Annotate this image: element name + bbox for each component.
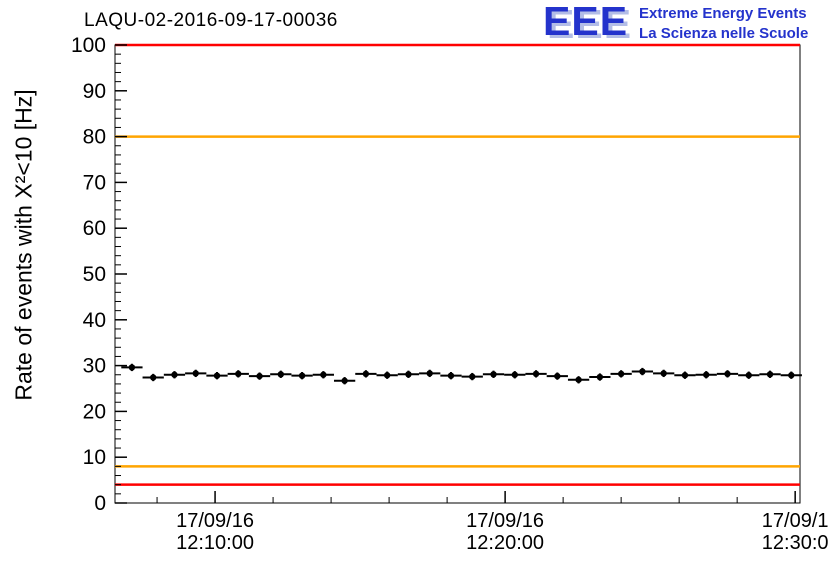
- y-tick-label: 60: [83, 217, 106, 240]
- data-point: [192, 370, 199, 377]
- data-point: [256, 372, 263, 380]
- logo-line1: Extreme Energy Events: [639, 5, 807, 22]
- data-point: [235, 370, 242, 378]
- x-tick-label-time: 12:10:00: [176, 532, 254, 554]
- plot-frame: [114, 44, 801, 504]
- data-point: [617, 370, 625, 378]
- data-point: [660, 370, 667, 377]
- data-point: [554, 372, 561, 380]
- data-point: [532, 370, 540, 378]
- y-tick-label: 80: [83, 126, 106, 149]
- data-point: [383, 372, 391, 379]
- y-tick-label: 40: [83, 309, 106, 332]
- y-tick-label: 0: [94, 492, 106, 515]
- eee-logo-caption: Extreme Energy Events La Scienza nelle S…: [639, 2, 808, 44]
- y-tick-label: 30: [83, 355, 106, 378]
- data-point: [320, 371, 327, 378]
- data-point: [766, 371, 774, 378]
- data-point: [341, 377, 348, 384]
- data-point: [149, 374, 157, 381]
- data-point: [788, 372, 795, 379]
- data-point: [511, 371, 518, 378]
- data-point: [639, 368, 646, 375]
- data-point: [128, 364, 136, 371]
- eee-logo-text: EEE: [543, 0, 629, 44]
- data-point: [171, 371, 178, 378]
- data-point: [469, 373, 476, 380]
- logo-line2: La Scienza nelle Scuole: [639, 25, 809, 42]
- data-point: [596, 373, 604, 381]
- data-point: [447, 372, 455, 379]
- data-point: [426, 370, 433, 377]
- x-tick-label-time: 12:20:00: [466, 532, 544, 554]
- y-tick-label: 20: [83, 400, 106, 423]
- data-point: [703, 371, 710, 378]
- data-point: [490, 371, 497, 378]
- data-point: [745, 372, 752, 379]
- data-point: [405, 371, 412, 378]
- y-tick-label: 70: [83, 171, 106, 194]
- y-tick-label: 100: [71, 34, 106, 57]
- eee-logo: EEE Extreme Energy Events La Scienza nel…: [543, 0, 808, 44]
- x-tick-label-date: 17/09/1: [762, 510, 829, 532]
- x-tick-label-time: 12:30:0: [762, 532, 829, 554]
- chart-title: LAQU-02-2016-09-17-00036: [84, 10, 338, 31]
- x-tick-label-date: 17/09/16: [176, 510, 254, 532]
- data-point: [575, 376, 582, 383]
- x-tick-label-date: 17/09/16: [466, 510, 544, 532]
- data-point: [213, 372, 221, 379]
- data-point: [277, 371, 285, 378]
- y-tick-label: 50: [83, 263, 106, 286]
- data-point: [681, 372, 689, 379]
- y-tick-label: 10: [83, 446, 106, 469]
- data-point: [298, 372, 306, 379]
- data-point: [724, 370, 731, 378]
- y-tick-label: 90: [83, 80, 106, 103]
- data-point: [362, 370, 370, 378]
